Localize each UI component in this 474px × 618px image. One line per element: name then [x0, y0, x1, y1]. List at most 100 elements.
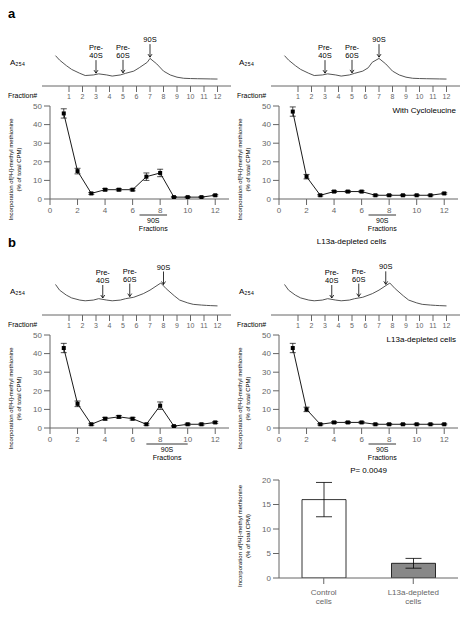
svg-text:90S: 90S [143, 35, 156, 44]
svg-text:8: 8 [387, 206, 392, 215]
svg-text:10: 10 [187, 93, 195, 100]
svg-text:6: 6 [359, 206, 364, 215]
svg-text:20: 20 [33, 387, 42, 396]
svg-text:10: 10 [187, 322, 195, 329]
svg-text:7: 7 [377, 93, 381, 100]
svg-text:10: 10 [183, 435, 192, 444]
svg-text:12: 12 [443, 93, 451, 100]
svg-text:50: 50 [262, 331, 271, 340]
svg-text:12: 12 [211, 435, 220, 444]
svg-text:9: 9 [175, 322, 179, 329]
svg-text:12: 12 [443, 322, 451, 329]
svg-text:40: 40 [33, 120, 42, 129]
svg-text:2: 2 [310, 322, 314, 329]
svg-text:Pre-40S: Pre-40S [96, 268, 111, 285]
svg-text:0: 0 [267, 195, 272, 204]
svg-text:Pre-60S: Pre-60S [345, 43, 360, 60]
svg-text:4: 4 [337, 93, 341, 100]
svg-text:8: 8 [391, 322, 395, 329]
svg-text:4: 4 [108, 322, 112, 329]
svg-text:6: 6 [364, 93, 368, 100]
svg-text:11: 11 [200, 322, 207, 329]
svg-text:50: 50 [262, 102, 271, 111]
svg-text:10: 10 [262, 525, 271, 534]
svg-text:3: 3 [323, 322, 327, 329]
svg-text:50: 50 [33, 331, 42, 340]
svg-text:12: 12 [440, 435, 449, 444]
svg-text:30: 30 [33, 368, 42, 377]
svg-text:30: 30 [262, 139, 271, 148]
svg-text:6: 6 [135, 322, 139, 329]
svg-text:0: 0 [267, 574, 272, 583]
svg-text:Pre-40S: Pre-40S [318, 43, 333, 60]
svg-text:2: 2 [304, 206, 309, 215]
svg-text:10: 10 [416, 93, 424, 100]
svg-text:7: 7 [148, 93, 152, 100]
svg-text:8: 8 [162, 322, 166, 329]
svg-text:2: 2 [310, 93, 314, 100]
svg-text:1: 1 [296, 93, 300, 100]
svg-text:11: 11 [429, 93, 436, 100]
svg-text:2: 2 [304, 435, 309, 444]
svg-text:5: 5 [121, 322, 125, 329]
svg-text:20: 20 [262, 476, 271, 485]
svg-text:90S: 90S [379, 262, 392, 271]
svg-text:Controlcells: Controlcells [311, 588, 337, 606]
svg-text:5: 5 [121, 93, 125, 100]
svg-text:2: 2 [81, 322, 85, 329]
svg-text:5: 5 [267, 549, 272, 558]
svg-text:90SFractions: 90SFractions [153, 446, 182, 461]
svg-text:1: 1 [296, 322, 300, 329]
svg-text:Pre-60S: Pre-60S [352, 267, 367, 284]
svg-text:20: 20 [33, 158, 42, 167]
svg-text:90SFractions: 90SFractions [368, 446, 397, 461]
svg-text:20: 20 [262, 158, 271, 167]
svg-text:40: 40 [262, 349, 271, 358]
svg-text:Pre-40S: Pre-40S [325, 268, 340, 285]
svg-text:0: 0 [277, 435, 282, 444]
svg-text:8: 8 [162, 93, 166, 100]
svg-text:4: 4 [332, 206, 337, 215]
svg-text:Pre-40S: Pre-40S [89, 43, 104, 60]
svg-text:3: 3 [94, 322, 98, 329]
svg-text:10: 10 [412, 435, 421, 444]
svg-text:11: 11 [429, 322, 436, 329]
svg-text:1: 1 [67, 93, 71, 100]
svg-text:50: 50 [33, 102, 42, 111]
svg-text:11: 11 [200, 93, 207, 100]
svg-text:12: 12 [214, 93, 222, 100]
svg-text:6: 6 [130, 435, 135, 444]
svg-text:0: 0 [38, 424, 43, 433]
svg-text:6: 6 [135, 93, 139, 100]
svg-text:10: 10 [416, 322, 424, 329]
svg-text:10: 10 [412, 206, 421, 215]
svg-text:9: 9 [404, 322, 408, 329]
svg-text:90SFractions: 90SFractions [139, 217, 168, 232]
svg-text:9: 9 [175, 93, 179, 100]
svg-text:6: 6 [364, 322, 368, 329]
svg-text:12: 12 [214, 322, 222, 329]
svg-text:40: 40 [262, 120, 271, 129]
svg-text:90S: 90S [372, 35, 385, 44]
svg-text:30: 30 [262, 368, 271, 377]
svg-text:5: 5 [350, 93, 354, 100]
svg-text:4: 4 [108, 93, 112, 100]
svg-text:5: 5 [350, 322, 354, 329]
svg-text:90SFractions: 90SFractions [368, 217, 397, 232]
svg-text:0: 0 [38, 195, 43, 204]
svg-text:9: 9 [404, 93, 408, 100]
svg-text:4: 4 [332, 435, 337, 444]
svg-text:10: 10 [183, 206, 192, 215]
svg-text:15: 15 [262, 500, 271, 509]
svg-text:4: 4 [103, 435, 108, 444]
svg-text:6: 6 [130, 206, 135, 215]
svg-text:8: 8 [158, 206, 163, 215]
svg-text:2: 2 [75, 435, 80, 444]
svg-text:10: 10 [33, 405, 42, 414]
svg-text:0: 0 [48, 435, 53, 444]
svg-text:1: 1 [67, 322, 71, 329]
svg-text:0: 0 [277, 206, 282, 215]
svg-text:10: 10 [33, 176, 42, 185]
svg-text:3: 3 [94, 93, 98, 100]
svg-text:Pre-60S: Pre-60S [123, 267, 138, 284]
